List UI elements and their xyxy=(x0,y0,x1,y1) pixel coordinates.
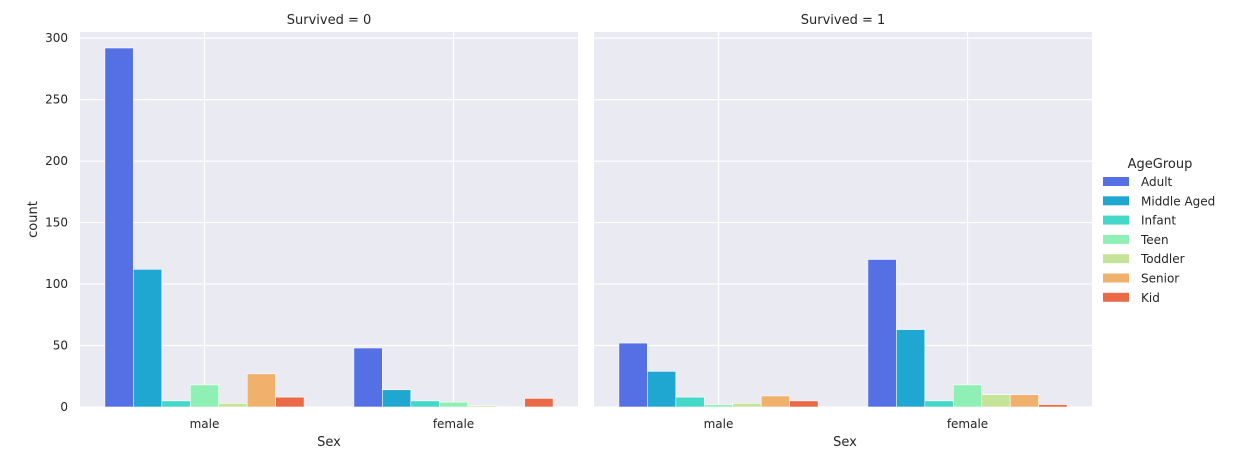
legend-title: AgeGroup xyxy=(1128,157,1193,172)
y-axis-label: count xyxy=(26,201,41,238)
panel-title: Survived = 0 xyxy=(287,13,372,28)
legend-swatch xyxy=(1103,177,1129,186)
bar-toddler-male xyxy=(218,403,248,408)
legend-swatch xyxy=(1103,234,1129,244)
x-axis-label: Sex xyxy=(317,435,341,450)
bar-senior-male xyxy=(246,373,276,408)
bar-infant-female xyxy=(410,400,440,408)
bar-kid-female xyxy=(524,398,554,408)
bar-middle-aged-female xyxy=(382,389,412,408)
legend-swatch xyxy=(1103,196,1129,206)
bar-adult-male xyxy=(618,342,648,408)
bar-teen-female xyxy=(952,384,983,408)
legend-label: Teen xyxy=(1140,233,1169,247)
bar-kid-male xyxy=(789,400,819,408)
bar-infant-male xyxy=(675,396,705,408)
bar-toddler-male xyxy=(732,403,762,408)
bar-teen-male xyxy=(703,404,734,408)
y-tick-label: 0 xyxy=(60,400,68,414)
bar-middle-aged-female xyxy=(896,329,926,408)
x-tick-label: female xyxy=(947,417,988,431)
bar-teen-male xyxy=(189,384,220,408)
legend-swatch xyxy=(1103,215,1129,225)
bar-toddler-female xyxy=(981,394,1011,408)
bar-teen-female xyxy=(438,401,469,408)
bar-adult-female xyxy=(353,347,383,408)
x-tick-label: male xyxy=(704,417,734,431)
bar-toddler-female xyxy=(467,405,497,408)
x-tick-label: female xyxy=(433,417,474,431)
legend-swatch xyxy=(1103,273,1129,283)
legend-label: Senior xyxy=(1141,272,1179,286)
panel-background-1 xyxy=(594,32,1092,407)
legend-swatch xyxy=(1103,254,1129,264)
bar-adult-female xyxy=(867,259,897,408)
x-tick-label: male xyxy=(190,417,220,431)
bar-kid-male xyxy=(275,396,305,408)
y-tick-label: 200 xyxy=(45,154,68,168)
bar-kid-female xyxy=(1038,404,1068,408)
legend-label: Middle Aged xyxy=(1141,194,1215,208)
bar-infant-female xyxy=(924,400,954,408)
y-tick-label: 250 xyxy=(45,93,68,107)
y-tick-label: 50 xyxy=(53,339,68,353)
bar-middle-aged-male xyxy=(647,371,677,408)
y-tick-label: 150 xyxy=(45,216,68,230)
bar-senior-female xyxy=(1009,394,1039,408)
bar-infant-male xyxy=(161,400,191,408)
x-axis-label: Sex xyxy=(833,435,857,450)
y-tick-label: 300 xyxy=(45,31,68,45)
y-tick-label: 100 xyxy=(45,277,68,291)
legend-label: Infant xyxy=(1141,214,1176,228)
legend-label: Adult xyxy=(1141,175,1173,189)
panel-background-0 xyxy=(80,32,578,407)
bar-senior-male xyxy=(760,395,790,408)
legend-label: Toddler xyxy=(1140,252,1185,266)
bar-middle-aged-male xyxy=(133,268,163,408)
panel-title: Survived = 1 xyxy=(801,13,886,28)
bar-adult-male xyxy=(104,47,134,408)
legend-label: Kid xyxy=(1141,291,1160,305)
legend-swatch xyxy=(1103,292,1129,302)
